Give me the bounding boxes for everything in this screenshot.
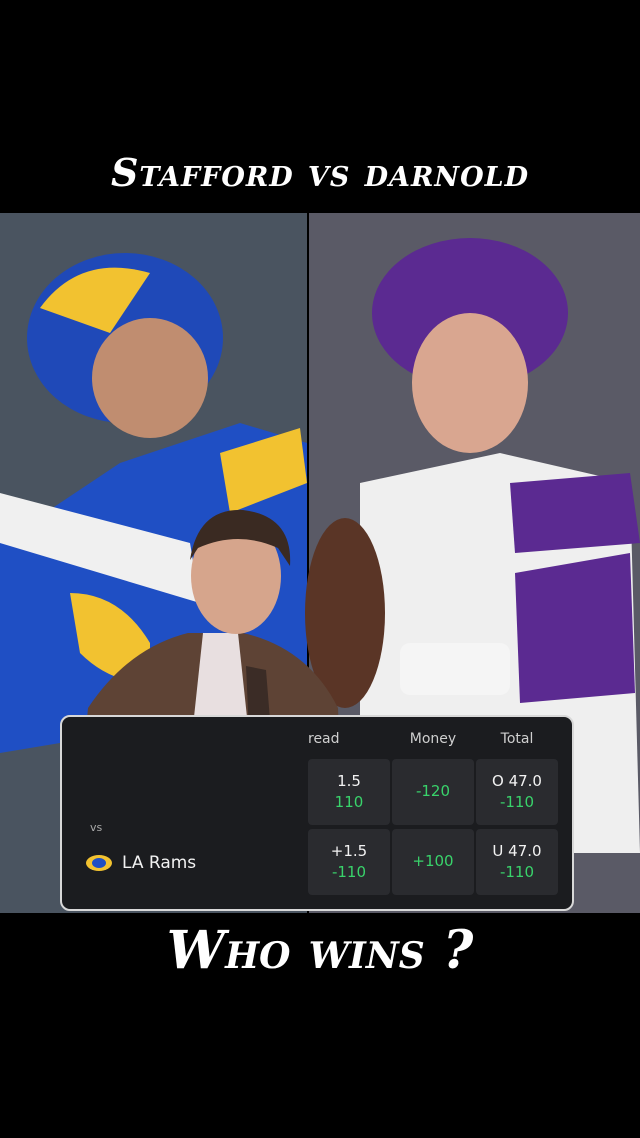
odds-cell[interactable]: -120 [392, 759, 474, 825]
odds-cell[interactable]: O 47.0 -110 [476, 759, 558, 825]
odds-price: 110 [334, 793, 364, 811]
odds-price: -110 [331, 863, 367, 881]
team-name[interactable]: LA Rams [122, 853, 197, 873]
team-logo [86, 855, 112, 871]
title: Stafford vs darnold [110, 150, 530, 195]
odds-line: +1.5 [330, 842, 368, 860]
odds-cell[interactable]: +1.5 -110 [308, 829, 390, 895]
caption: Who wins ? [166, 920, 474, 981]
column-header: Total [500, 731, 534, 747]
odds-line: O 47.0 [492, 772, 542, 790]
odds-price: +100 [412, 852, 454, 870]
odds-line: 1.5 [337, 772, 361, 790]
odds-card: read Money Total 1.5 110 -120 O 47.0 -110 … [60, 715, 574, 911]
odds-cell[interactable]: U 47.0 -110 [476, 829, 558, 895]
column-header: read [308, 731, 340, 747]
odds-line: U 47.0 [492, 842, 542, 860]
odds-cell[interactable]: 1.5 110 [308, 759, 390, 825]
odds-price: -110 [499, 793, 535, 811]
odds-price: -120 [415, 782, 451, 800]
vs-label: vs [90, 821, 103, 834]
column-header: Money [409, 731, 457, 747]
odds-cell[interactable]: +100 [392, 829, 474, 895]
odds-price: -110 [499, 863, 535, 881]
